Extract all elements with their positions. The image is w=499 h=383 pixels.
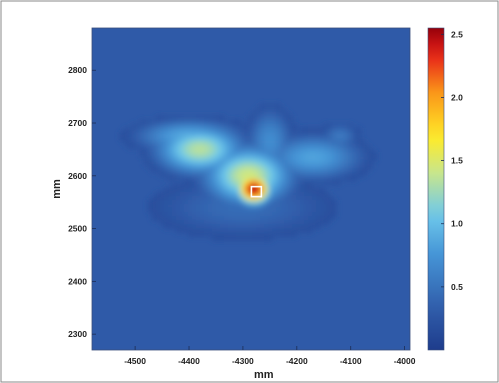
heat-field: [120, 104, 377, 241]
y-tick-label: 2800: [68, 65, 87, 75]
x-tick-label: -4100: [340, 356, 362, 366]
colorbar-tick-label: 2.0: [451, 92, 463, 102]
marker-source-location: [250, 185, 263, 198]
colorbar-tick-label: 1.5: [451, 156, 463, 166]
x-tick-label: -4400: [178, 356, 200, 366]
colorbar: [427, 27, 445, 351]
x-tick-label: -4200: [286, 356, 308, 366]
y-axis-label: mm: [51, 179, 63, 199]
y-tick-label: 2300: [68, 329, 87, 339]
y-tick-label: 2500: [68, 224, 87, 234]
y-tick-label: 2400: [68, 276, 87, 286]
colorbar-tick-label: 1.0: [451, 219, 463, 229]
colorbar-tick-label: 2.5: [451, 29, 463, 39]
x-tick-label: -4000: [394, 356, 416, 366]
plot-frame: [91, 27, 411, 351]
x-axis-label: mm: [254, 369, 274, 381]
x-tick-label: -4500: [124, 356, 146, 366]
y-tick-label: 2600: [68, 171, 87, 181]
colorbar-tick-label: 0.5: [451, 282, 463, 292]
y-tick-label: 2700: [68, 118, 87, 128]
x-tick-label: -4300: [232, 356, 254, 366]
